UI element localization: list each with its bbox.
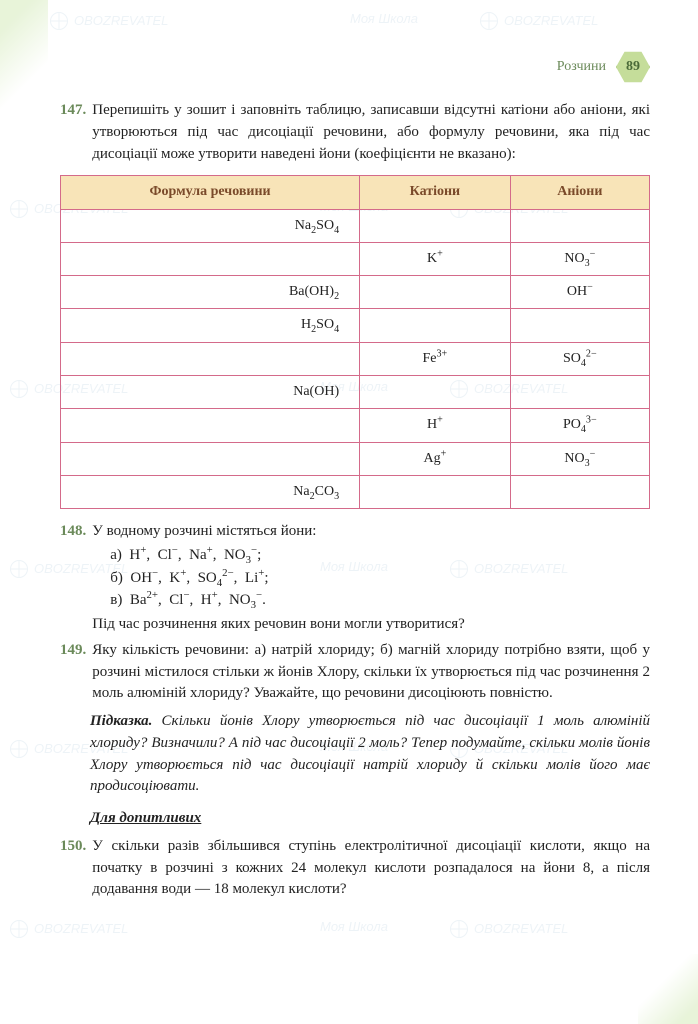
cell-anion: PO43− (510, 409, 649, 442)
exercise-147: 147. Перепишіть у зошит і заповніть табл… (60, 100, 650, 165)
exercise-148: 148. У водному розчині містяться йони: а… (60, 521, 650, 636)
exercise-text: Перепишіть у зошит і заповніть таблицю, … (92, 100, 650, 165)
cell-anion: SO42− (510, 342, 649, 375)
cell-anion (510, 309, 649, 342)
cell-formula: H2SO4 (61, 309, 360, 342)
table-body: Na2SO4 K+NO3− Ba(OH)2OH− H2SO4 Fe3+SO42−… (61, 209, 650, 509)
bottom-decoration (638, 954, 698, 1024)
table-row: Ba(OH)2 OH− (61, 276, 650, 309)
exercise-text: Яку кількість речовини: а) натрій хлорид… (92, 640, 650, 705)
table-row: Fe3+SO42− (61, 342, 650, 375)
table-row: Ag+NO3− (61, 442, 650, 475)
cell-formula (61, 242, 360, 275)
cell-cation (360, 309, 511, 342)
ion-table: Формула речовини Катіони Аніони Na2SO4 K… (60, 175, 650, 509)
cell-formula: Na(OH) (61, 376, 360, 409)
cell-anion: NO3− (510, 442, 649, 475)
hint-label: Підказка. (90, 713, 152, 729)
cell-cation: Ag+ (360, 442, 511, 475)
cell-cation: Fe3+ (360, 342, 511, 375)
exercise-number: 147. (60, 100, 86, 165)
section-title: Розчини (557, 57, 606, 77)
exercise-text: У водному розчині містяться йони: а) H+,… (92, 521, 650, 636)
sub-item-c: в) Ba2+, Cl−, H+, NO3−. (110, 590, 650, 612)
curious-heading: Для допитливих (90, 808, 650, 830)
cell-anion (510, 209, 649, 242)
cell-cation (360, 209, 511, 242)
table-header: Формула речовини (61, 176, 360, 209)
exercise-149: 149. Яку кількість речовини: а) натрій х… (60, 640, 650, 705)
hint-text: Скільки йонів Хлору утворюється під час … (90, 713, 650, 794)
exercise-tail: Під час розчинення яких речовин вони мог… (92, 616, 465, 632)
hint-block: Підказка. Скільки йонів Хлору утворюєтьс… (90, 711, 650, 798)
cell-formula: Ba(OH)2 (61, 276, 360, 309)
cell-anion (510, 376, 649, 409)
table-row: H+PO43− (61, 409, 650, 442)
exercise-number: 148. (60, 521, 86, 636)
cell-cation (360, 475, 511, 508)
table-row: H2SO4 (61, 309, 650, 342)
table-row: Na2SO4 (61, 209, 650, 242)
cell-anion (510, 475, 649, 508)
cell-formula: Na2SO4 (61, 209, 360, 242)
cell-formula (61, 442, 360, 475)
cell-anion: OH− (510, 276, 649, 309)
sub-item-b: б) OH−, K+, SO42−, Li+; (110, 568, 650, 590)
exercise-number: 150. (60, 836, 86, 901)
table-header: Катіони (360, 176, 511, 209)
cell-formula (61, 342, 360, 375)
table-header: Аніони (510, 176, 649, 209)
cell-formula (61, 409, 360, 442)
cell-cation (360, 276, 511, 309)
cell-anion: NO3− (510, 242, 649, 275)
cell-formula: Na2CO3 (61, 475, 360, 508)
sub-item-a: а) H+, Cl−, Na+, NO3−; (110, 545, 650, 567)
exercise-lead: У водному розчині містяться йони: (92, 523, 316, 539)
page-header: Розчини 89 (60, 50, 650, 84)
table-row: Na2CO3 (61, 475, 650, 508)
table-row: Na(OH) (61, 376, 650, 409)
cell-cation: H+ (360, 409, 511, 442)
exercise-150: 150. У скільки разів збільшився ступінь … (60, 836, 650, 901)
table-row: K+NO3− (61, 242, 650, 275)
page-content: Розчини 89 147. Перепишіть у зошит і зап… (0, 0, 698, 945)
cell-cation: K+ (360, 242, 511, 275)
exercise-text: У скільки разів збільшився ступінь елект… (92, 836, 650, 901)
page-number-badge: 89 (616, 50, 650, 84)
exercise-number: 149. (60, 640, 86, 705)
cell-cation (360, 376, 511, 409)
